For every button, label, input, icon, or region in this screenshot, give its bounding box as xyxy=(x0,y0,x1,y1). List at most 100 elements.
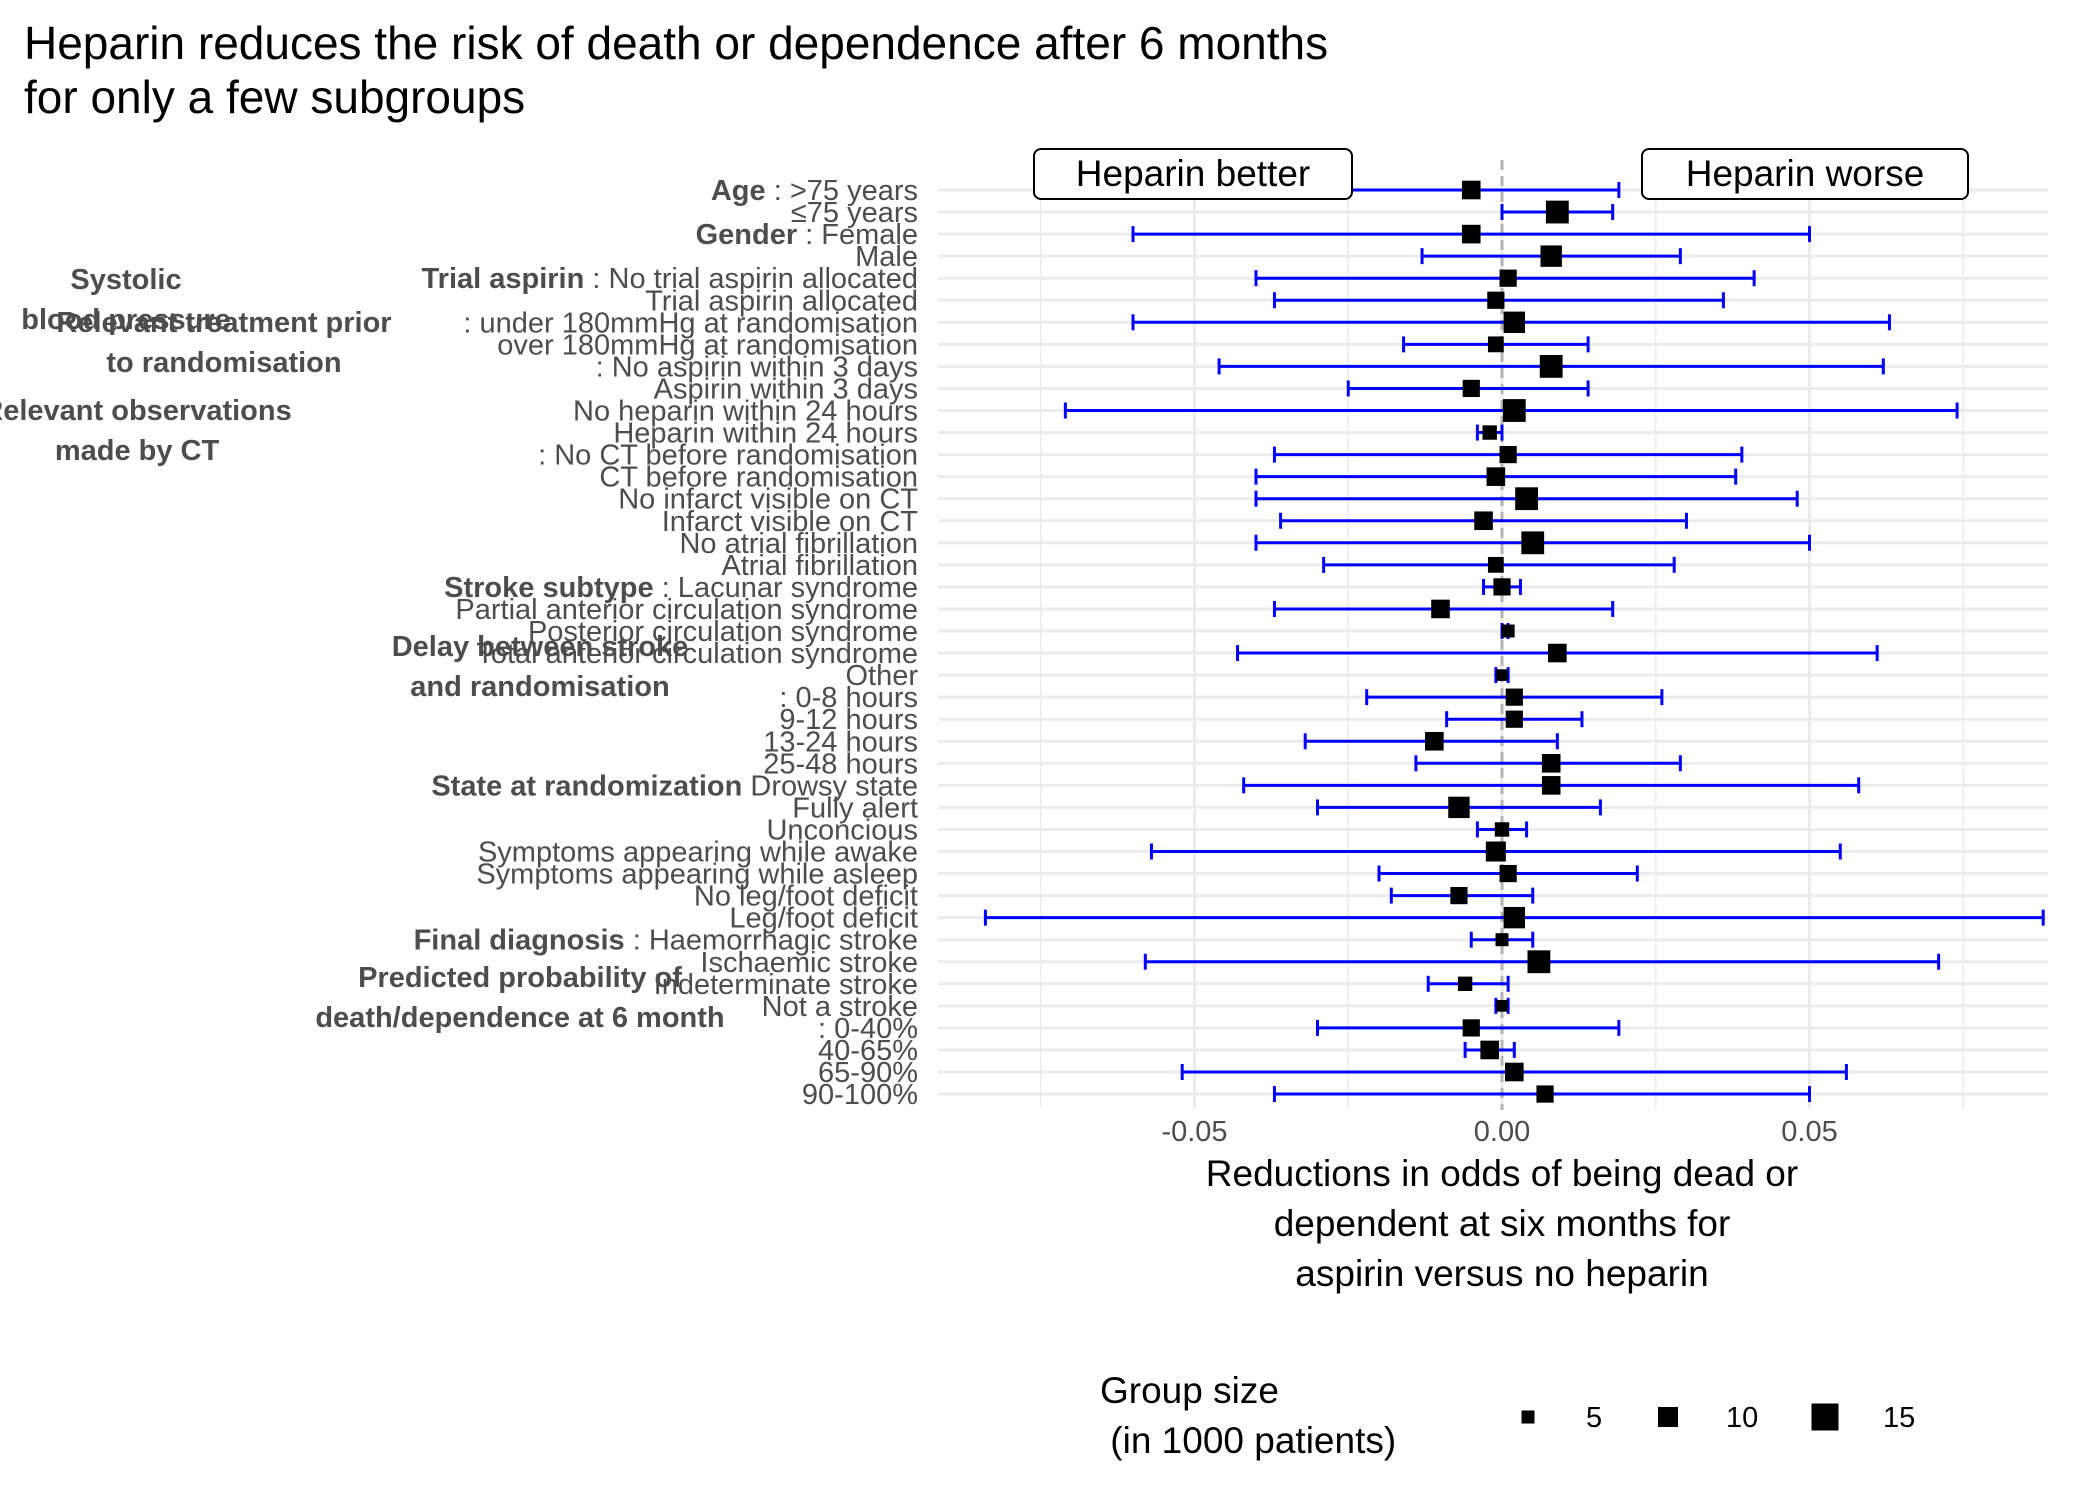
point-estimate xyxy=(1505,710,1523,728)
y-tick-text: CT before randomisation xyxy=(599,462,918,494)
point-estimate xyxy=(1494,822,1510,837)
y-tick-text: Leg/foot deficit xyxy=(729,903,918,935)
group-label-line: Relevant observations xyxy=(0,395,292,427)
point-estimate xyxy=(1487,291,1505,309)
y-tick-group: Stroke subtype xyxy=(444,572,654,604)
y-tick-text: Posterior circulation syndrome xyxy=(528,616,918,648)
y-tick-text: No atrial fibrillation xyxy=(679,528,918,560)
point-estimate xyxy=(1541,754,1561,773)
y-tick-text: 9-12 hours xyxy=(779,704,918,736)
point-estimate xyxy=(1541,776,1561,795)
point-estimate xyxy=(1448,796,1470,819)
y-tick-label: Partial anterior circulation syndrome xyxy=(455,594,918,626)
y-tick-text: Heparin within 24 hours xyxy=(613,418,918,450)
group-label-line: Systolic xyxy=(70,264,181,296)
y-tick-label: : No aspirin within 3 days xyxy=(596,351,918,383)
legend-title-line: (in 1000 patients) xyxy=(1100,1420,1396,1461)
annotation-left: Heparin better xyxy=(1033,148,1353,200)
y-tick-text: 90-100% xyxy=(802,1079,918,1111)
point-estimate xyxy=(1462,379,1480,398)
point-estimate xyxy=(1505,688,1523,706)
point-estimate xyxy=(1462,1019,1480,1037)
y-tick-label: Leg/foot deficit xyxy=(729,903,918,935)
point-estimate xyxy=(1548,643,1567,663)
y-tick-text: ≤75 years xyxy=(791,197,918,229)
y-tick-text: 13-24 hours xyxy=(763,726,918,758)
y-tick-label: Not a stroke xyxy=(762,991,918,1023)
y-tick-text: Total anterior circulation syndrome xyxy=(476,638,918,670)
x-tick-label: 0.00 xyxy=(1474,1116,1530,1148)
y-tick-text: : Lacunar syndrome xyxy=(654,572,918,604)
y-tick-label: : 0-8 hours xyxy=(779,682,918,714)
y-tick-text: 25-48 hours xyxy=(763,748,918,780)
point-estimate xyxy=(1474,511,1493,531)
y-tick-label: 90-100% xyxy=(802,1079,918,1111)
y-tick-label: Atrial fibrillation xyxy=(721,550,918,582)
y-tick-text: : No aspirin within 3 days xyxy=(596,351,918,383)
point-estimate xyxy=(1539,355,1563,378)
y-tick-label: Gender : Female xyxy=(696,219,918,251)
point-estimate xyxy=(1487,336,1504,353)
y-tick-label: : No CT before randomisation xyxy=(538,440,918,472)
y-tick-label: Final diagnosis : Haemorrhagic stroke xyxy=(414,925,918,957)
y-tick-label: Male xyxy=(855,241,918,273)
point-estimate xyxy=(1431,599,1450,619)
point-estimate xyxy=(1486,467,1506,486)
point-estimate xyxy=(1545,200,1569,224)
y-tick-group: Trial aspirin xyxy=(422,263,585,295)
y-tick-label: No atrial fibrillation xyxy=(679,528,918,560)
y-tick-label: Trial aspirin allocated xyxy=(645,285,918,317)
legend-key-square xyxy=(1658,1407,1678,1427)
y-tick-text: Other xyxy=(845,660,918,692)
point-estimate xyxy=(1527,950,1551,974)
y-tick-group: Final diagnosis xyxy=(414,925,625,957)
point-estimate xyxy=(1499,269,1517,287)
point-estimate xyxy=(1496,1000,1508,1012)
y-tick-text: : Female xyxy=(797,219,918,251)
point-estimate xyxy=(1457,976,1473,991)
y-tick-label: : under 180mmHg at randomisation xyxy=(463,307,918,339)
legend-title-line: Group size xyxy=(1100,1370,1279,1411)
y-tick-text: : Haemorrhagic stroke xyxy=(625,925,918,957)
y-tick-text: : 0-40% xyxy=(818,1013,918,1045)
y-tick-text: Infarct visible on CT xyxy=(662,506,919,538)
legend-title: Group size (in 1000 patients) xyxy=(1100,1370,1396,1461)
x-axis-ticks: -0.05 0.00 0.05 xyxy=(1161,1116,1837,1148)
y-tick-label: Unconcious xyxy=(766,814,918,846)
x-axis-title-text: Reductions in odds of being dead or depen… xyxy=(1206,1153,1798,1294)
annotation-text: Heparin worse xyxy=(1686,153,1925,194)
y-tick-label: : 0-40% xyxy=(818,1013,918,1045)
point-estimate xyxy=(1461,180,1481,200)
y-tick-text: : 0-8 hours xyxy=(779,682,918,714)
group-label-line: to randomisation xyxy=(106,347,341,379)
group-label-line: and randomisation xyxy=(410,671,669,703)
y-tick-label: 25-48 hours xyxy=(763,748,918,780)
point-estimate xyxy=(1521,531,1545,555)
annotation-box xyxy=(1641,148,1969,200)
y-tick-text: Atrial fibrillation xyxy=(721,550,918,582)
y-tick-label: Ischaemic stroke xyxy=(700,947,918,979)
annotation-box xyxy=(1033,148,1353,200)
point-estimate xyxy=(1485,841,1506,862)
y-tick-text: Trial aspirin allocated xyxy=(645,285,918,317)
point-estimate xyxy=(1540,245,1562,267)
y-tick-label: No infarct visible on CT xyxy=(618,484,918,516)
y-tick-label: No leg/foot deficit xyxy=(694,881,918,913)
y-tick-label: Symptoms appearing while awake xyxy=(478,837,918,869)
y-tick-text: Symptoms appearing while awake xyxy=(478,837,918,869)
size-legend: Group size (in 1000 patients) 5 10 15 xyxy=(1100,1370,1915,1461)
group-label-line: Delay between stroke xyxy=(392,631,689,663)
legend-entry: 10 xyxy=(1658,1402,1758,1434)
group-label-line: death/dependence at 6 month xyxy=(315,1002,724,1034)
y-tick-label: 40-65% xyxy=(818,1035,918,1067)
point-estimate xyxy=(1499,864,1517,883)
point-estimate xyxy=(1499,446,1517,464)
point-estimate xyxy=(1515,487,1538,511)
y-tick-text: Male xyxy=(855,241,918,273)
y-tick-label: CT before randomisation xyxy=(599,462,918,494)
point-estimate xyxy=(1480,1040,1499,1060)
grid-lines xyxy=(938,176,2048,1109)
y-tick-label: 13-24 hours xyxy=(763,726,918,758)
group-label-line: Predicted probability of xyxy=(358,962,682,994)
